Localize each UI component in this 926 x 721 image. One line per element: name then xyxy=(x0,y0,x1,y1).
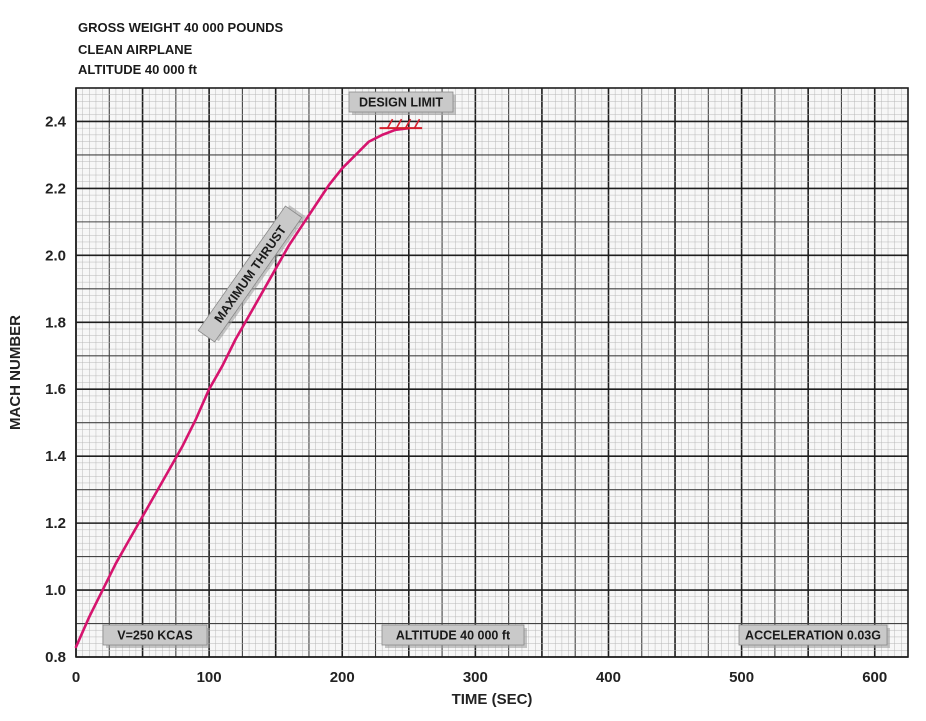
y-tick-label: 2.2 xyxy=(45,180,66,197)
x-axis-label: TIME (SEC) xyxy=(452,691,533,708)
x-tick-label: 200 xyxy=(330,669,355,686)
y-tick-label: 1.8 xyxy=(45,314,66,331)
y-tick-label: 1.2 xyxy=(45,515,66,532)
altitude-label-box xyxy=(381,624,525,646)
altitude-label: ALTITUDE 40 000 ft xyxy=(396,629,511,643)
design-limit-hatch xyxy=(413,118,421,129)
y-tick-label: 2.0 xyxy=(45,247,66,264)
v-250-kcas-label-box xyxy=(102,624,208,646)
series-line-maximum-thrust xyxy=(74,126,411,649)
acceleration-label-box xyxy=(738,624,888,646)
y-tick-label: 2.4 xyxy=(45,113,67,130)
header-altitude: ALTITUDE 40 000 ft xyxy=(78,62,197,77)
y-axis-label: MACH NUMBER xyxy=(7,315,24,430)
v-250-kcas-label: V=250 KCAS xyxy=(117,629,192,643)
design-limit-hatch xyxy=(386,118,394,129)
maximum-thrust-label-box xyxy=(197,205,303,343)
design-limit-hatch xyxy=(395,118,403,129)
acceleration-label-group: ACCELERATION 0.03G xyxy=(738,624,890,648)
chart-axes: 0 100 200 300 400 500 600 0.8 1.0 1.2 1.4 1.6 1.8 2.0… xyxy=(7,113,887,708)
x-tick-label: 100 xyxy=(197,669,222,686)
plot-background xyxy=(76,88,908,657)
x-tick-label: 0 xyxy=(72,669,80,686)
chart-series xyxy=(74,118,423,649)
x-tick-label: 300 xyxy=(463,669,488,686)
altitude-label-group: ALTITUDE 40 000 ft xyxy=(381,624,527,648)
chart-grid xyxy=(75,87,909,658)
y-tick-label: 1.6 xyxy=(45,381,66,398)
header-configuration: CLEAN AIRPLANE xyxy=(78,42,193,57)
x-tick-label: 400 xyxy=(596,669,621,686)
design-limit-label: DESIGN LIMIT xyxy=(359,96,443,110)
y-tick-label: 0.8 xyxy=(45,649,66,666)
design-limit-label-box xyxy=(348,91,454,113)
v-250-kcas-label-group: V=250 KCAS xyxy=(102,624,210,648)
plot-border xyxy=(75,87,909,658)
y-tick-label: 1.4 xyxy=(45,448,67,465)
x-tick-label: 600 xyxy=(862,669,887,686)
x-tick-label: 500 xyxy=(729,669,754,686)
acceleration-label: ACCELERATION 0.03G xyxy=(745,629,881,643)
y-tick-label: 1.0 xyxy=(45,582,66,599)
header-gross-weight: GROSS WEIGHT 40 000 POUNDS xyxy=(78,20,284,35)
design-limit-hatch xyxy=(404,118,412,129)
design-limit-label-group: DESIGN LIMIT xyxy=(348,91,456,115)
